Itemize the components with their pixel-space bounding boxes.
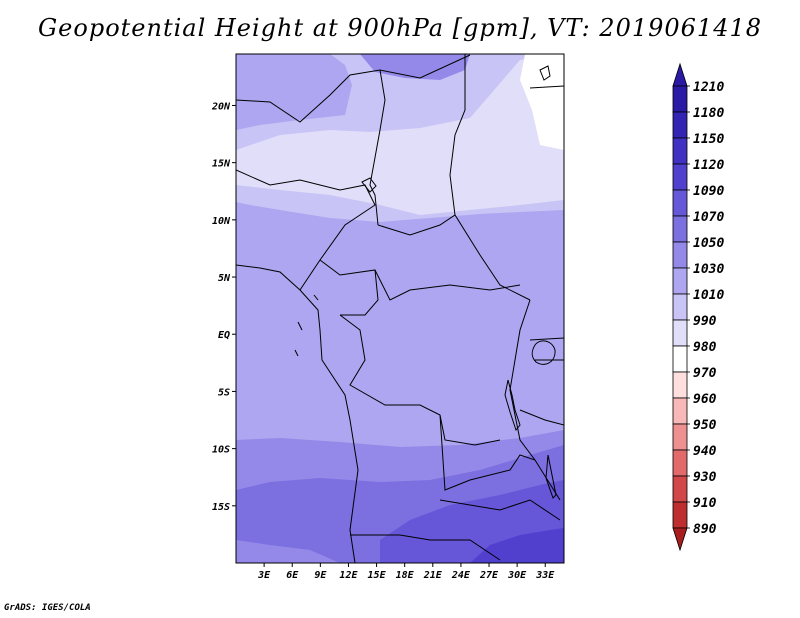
red-sea-coast (529, 65, 564, 89)
x-tick-label: 18E (396, 570, 415, 581)
contour-field (236, 54, 564, 563)
colorbar-swatch (672, 267, 688, 295)
y-tick-label: 15N (212, 159, 231, 170)
lake-victoria (531, 340, 556, 365)
map-title: Geopotential Height at 900hPa [gpm], VT:… (38, 14, 762, 42)
colorbar-swatch (672, 215, 688, 243)
colorbar-swatch (672, 163, 688, 191)
colorbar-label: 1120 (693, 158, 724, 173)
colorbar-label: 950 (693, 418, 717, 433)
colorbar-label: 1050 (693, 236, 724, 251)
x-tick-label: 30E (507, 570, 527, 581)
colorbar-label: 1030 (693, 262, 724, 277)
x-tick-label: 24E (451, 570, 471, 581)
y-tick-label: EQ (218, 330, 230, 341)
y-axis: 20N 15N 10N 5N EQ 5S 10S 15S (211, 101, 236, 513)
contour-band-990-ne (520, 54, 564, 150)
border-chad-east (449, 54, 466, 216)
colorbar-swatch (672, 293, 688, 321)
x-tick-label: 33E (535, 570, 555, 581)
x-tick-label: 12E (339, 570, 358, 581)
x-tick-label: 27E (479, 570, 499, 581)
colorbar-label: 890 (693, 522, 717, 537)
colorbar-swatch (672, 397, 688, 425)
colorbar-swatch (672, 371, 688, 399)
credit-label: GrADS: IGES/COLA (4, 603, 91, 613)
colorbar-swatch (672, 501, 688, 529)
colorbar-label: 980 (693, 340, 717, 355)
colorbar-swatch (672, 241, 688, 269)
colorbar-swatch (672, 319, 688, 347)
border-east-africa (519, 337, 564, 426)
y-tick-label: 10S (212, 445, 230, 456)
y-tick-label: 10N (212, 216, 231, 227)
colorbar-label: 970 (693, 366, 717, 381)
colorbar-label: 1180 (693, 106, 724, 121)
colorbar-label: 960 (693, 392, 717, 407)
border-drc-east (509, 299, 536, 461)
contour-band-1120-south (470, 528, 564, 563)
colorbar-label: 930 (693, 470, 717, 485)
colorbar-label: 1150 (693, 132, 724, 147)
colorbar-label: 1090 (693, 184, 724, 199)
y-tick-label: 5S (218, 387, 230, 398)
y-tick-label: 5N (218, 273, 231, 284)
gulf-islands (294, 294, 319, 357)
map-frame (235, 53, 565, 564)
border-west-coast (236, 264, 359, 563)
border-angola-zambia (439, 414, 561, 501)
x-tick-label: 15E (368, 570, 387, 581)
lake-malawi (545, 454, 557, 499)
colorbar-label: 1210 (693, 80, 724, 95)
contour-band-1030-equator (236, 250, 564, 445)
colorbar-swatch (672, 137, 688, 165)
lake-chad (361, 177, 377, 193)
country-borders (236, 54, 564, 563)
contour-band-1050-sw (236, 540, 340, 563)
y-tick-label: 15S (212, 502, 230, 513)
contour-band-1010-west (236, 54, 352, 130)
border-car-south (374, 269, 521, 301)
colorbar-swatch (672, 111, 688, 139)
colorbar-swatch (672, 449, 688, 477)
colorbar-swatch (672, 345, 688, 373)
colorbar-label: 940 (693, 444, 717, 459)
lake-tanganyika (504, 379, 521, 432)
colorbar-swatch (672, 475, 688, 503)
colorbar: 1210 1180 1150 1120 1090 1070 1050 1030 1010 990 9… (672, 62, 724, 552)
colorbar-bottom-arrow (672, 527, 688, 552)
colorbar-label: 990 (693, 314, 717, 329)
x-tick-label: 21E (423, 570, 443, 581)
x-axis: 3E 6E 9E 12E 15E 18E 21E 24E 27E 30E 33E (257, 563, 555, 581)
border-cameroon (319, 259, 379, 316)
x-tick-label: 3E (257, 570, 271, 581)
colorbar-top-arrow (672, 62, 688, 87)
contour-band-1050-north (360, 54, 470, 80)
colorbar-label: 910 (693, 496, 717, 511)
y-tick-label: 20N (211, 101, 231, 112)
border-south (350, 499, 561, 561)
border-congo (339, 314, 501, 446)
border-chad-west (369, 69, 386, 226)
colorbar-swatch (672, 85, 688, 113)
border-north-1 (236, 54, 471, 123)
colorbar-swatch (672, 189, 688, 217)
x-tick-label: 6E (286, 570, 299, 581)
x-tick-label: 9E (314, 570, 327, 581)
colorbar-label: 1070 (693, 210, 724, 225)
colorbar-swatch (672, 423, 688, 451)
border-car (377, 214, 531, 301)
contour-band-1010-light (236, 54, 564, 215)
colorbar-label: 1010 (693, 288, 724, 303)
